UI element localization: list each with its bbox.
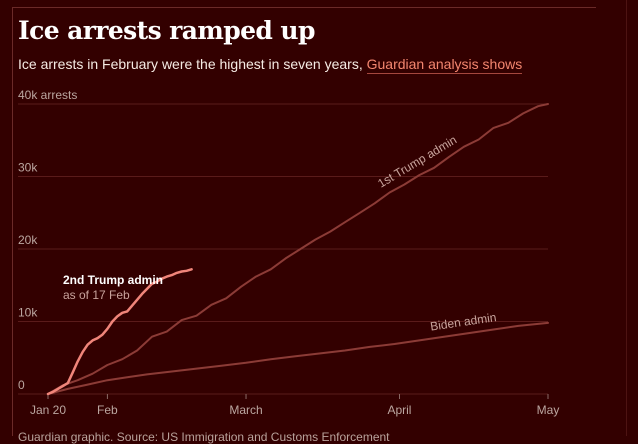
subtitle-text: Ice arrests in February were the highest… [18,56,363,72]
left-rule [12,8,13,436]
x-tick-label: April [387,403,411,417]
y-tick-label: 40k arrests [18,88,77,102]
series-lines [46,103,549,396]
x-axis-ticks: Jan 20 Feb March April May [30,394,559,417]
y-tick-label: 20k [18,233,38,247]
source-note: Guardian graphic. Source: US Immigration… [18,430,390,444]
y-tick-label: 10k [18,306,38,320]
chart-title: Ice arrests ramped up [18,16,315,45]
x-tick-label: March [229,403,262,417]
chart-subtitle: Ice arrests in February were the highest… [18,56,523,74]
x-tick-label: Jan 20 [30,403,66,417]
1st-trump-admin-line [47,103,549,395]
x-tick-label: May [537,403,560,417]
top-rule [12,7,596,8]
y-tick-label: 30k [18,161,38,175]
guardian-analysis-link[interactable]: Guardian analysis shows [366,56,523,74]
y-tick-label: 0 [18,378,25,392]
x-tick-label: Feb [97,403,118,417]
gridlines [18,103,548,395]
biden-admin-line [47,321,549,395]
second-trump-admin-note: as of 17 Feb [63,288,130,302]
y-axis-ticks: 0 10k 20k 30k 40k arrests [18,88,77,392]
second-trump-admin-label: 2nd Trump admin [63,273,163,287]
first-trump-admin-label: 1st Trump admin [375,133,459,191]
right-rule [626,0,627,436]
2nd-trump-admin-line [46,268,193,396]
